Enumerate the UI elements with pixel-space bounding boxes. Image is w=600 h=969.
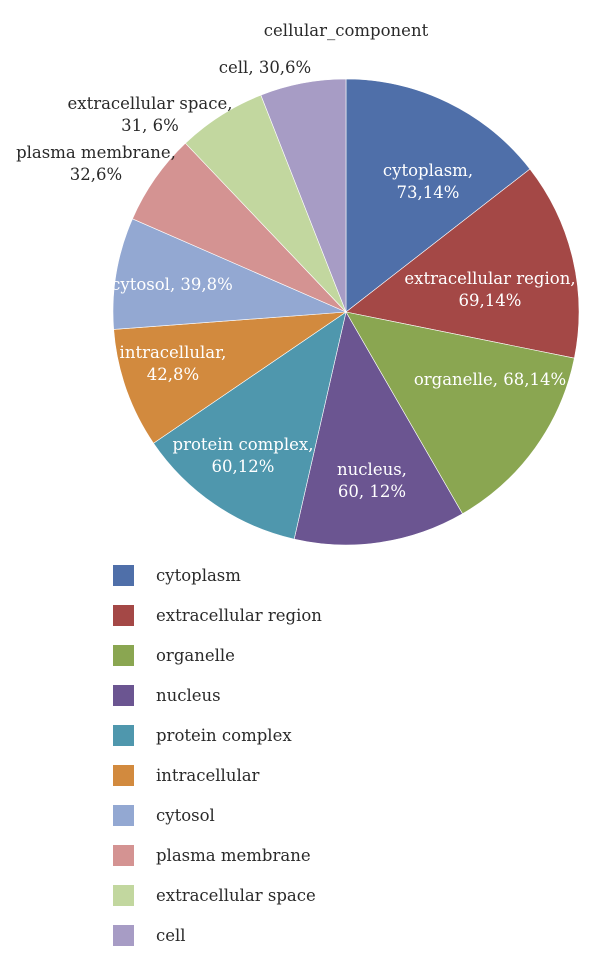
- slice-label-extracellular-space: extracellular space, 31, 6%: [68, 94, 233, 135]
- legend-label-extracellular-space: extracellular space: [156, 886, 316, 905]
- legend-label-protein-complex: protein complex: [156, 726, 292, 745]
- pie-slice-cytosol: [112, 218, 347, 330]
- pie-slice-cell: [260, 78, 347, 313]
- slice-label-nucleus: nucleus, 60, 12%: [337, 460, 407, 501]
- legend-label-cell: cell: [156, 926, 186, 945]
- slice-label-cytoplasm: cytoplasm, 73,14%: [383, 161, 473, 202]
- slice-label-plasma-membrane: plasma membrane, 32,6%: [16, 143, 176, 184]
- pie-slices: [112, 78, 580, 546]
- legend-swatch-nucleus: [113, 685, 134, 706]
- legend-label-intracellular: intracellular: [156, 766, 260, 785]
- slice-label-cytosol: cytosol, 39,8%: [111, 275, 233, 294]
- pie-slice-nucleus: [293, 311, 463, 546]
- legend-label-nucleus: nucleus: [156, 686, 221, 705]
- legend-swatch-extracellular-space: [113, 885, 134, 906]
- pie-slice-cytoplasm: [345, 78, 531, 313]
- pie-slice-organelle: [345, 311, 575, 515]
- slice-label-organelle: organelle, 68,14%: [414, 370, 566, 389]
- pie-slice-protein-complex: [153, 311, 347, 540]
- slice-label-intracellular: intracellular, 42,8%: [120, 343, 227, 384]
- legend: cytoplasm extracellular region organelle nu…: [113, 565, 322, 946]
- pie-slice-intracellular: [113, 311, 348, 444]
- legend-swatch-organelle: [113, 645, 134, 666]
- legend-swatch-cytosol: [113, 805, 134, 826]
- slice-label-cell: cell, 30,6%: [219, 58, 311, 77]
- slice-labels: cytoplasm, 73,14% extracellular region, 69,…: [16, 58, 576, 501]
- legend-label-plasma-membrane: plasma membrane: [156, 846, 311, 865]
- legend-swatch-protein-complex: [113, 725, 134, 746]
- legend-swatch-extracellular-region: [113, 605, 134, 626]
- legend-swatch-intracellular: [113, 765, 134, 786]
- chart-title: cellular_component: [264, 21, 429, 40]
- legend-label-extracellular-region: extracellular region: [156, 606, 322, 625]
- legend-swatch-plasma-membrane: [113, 845, 134, 866]
- legend-label-organelle: organelle: [156, 646, 235, 665]
- slice-label-extracellular-region: extracellular region, 69,14%: [404, 269, 575, 310]
- legend-label-cytosol: cytosol: [156, 806, 215, 825]
- pie-slice-extracellular-region: [345, 168, 580, 359]
- legend-swatch-cell: [113, 925, 134, 946]
- slice-label-protein-complex: protein complex, 60,12%: [173, 435, 314, 476]
- legend-label-cytoplasm: cytoplasm: [156, 566, 241, 585]
- legend-swatch-cytoplasm: [113, 565, 134, 586]
